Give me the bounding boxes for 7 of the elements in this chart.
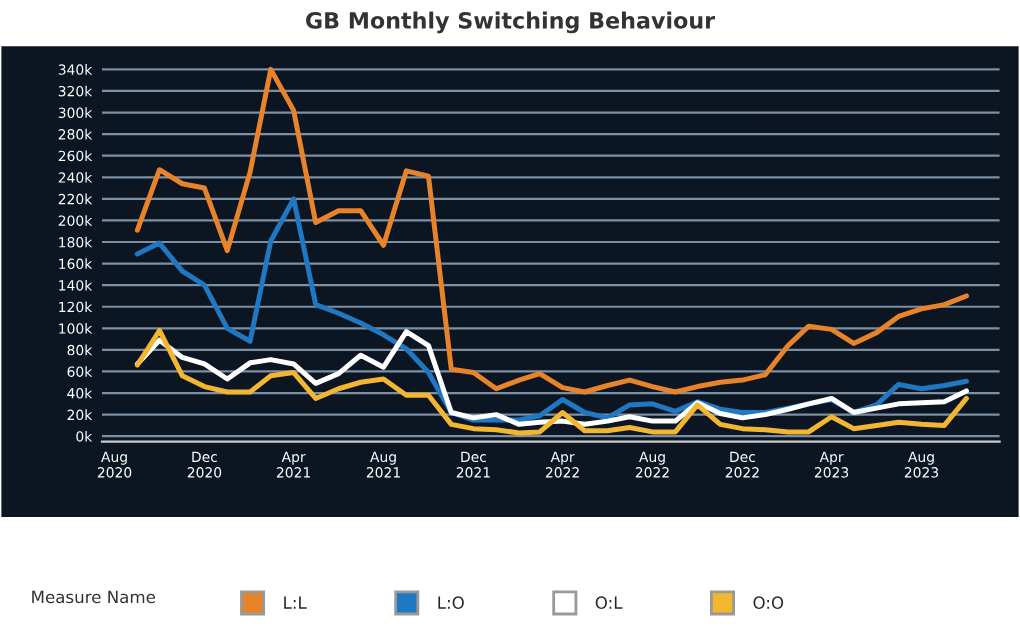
legend-label: O:L [595, 596, 623, 609]
legend-label: O:O [753, 596, 784, 609]
chart-title: GB Monthly Switching Behaviour [306, 11, 716, 34]
legend-title: Measure Name [32, 590, 156, 604]
legend-label: L:O [438, 596, 464, 609]
legend-label: L:L [284, 596, 307, 609]
line-series [134, 66, 969, 395]
